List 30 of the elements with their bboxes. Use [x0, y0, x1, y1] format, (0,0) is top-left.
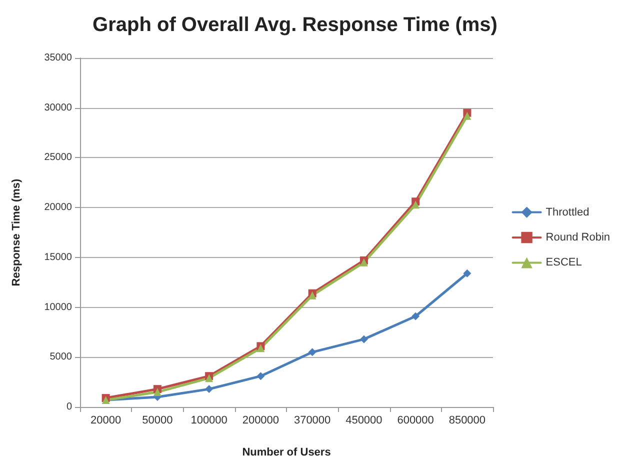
point: [463, 112, 472, 120]
legend-label: Throttled: [546, 206, 590, 218]
y-tick-label: 0: [66, 402, 72, 412]
y-tick-label: 10000: [44, 302, 72, 313]
point: [205, 385, 214, 394]
x-tick-label: 850000: [448, 414, 486, 426]
y-tick-label: 30000: [44, 102, 72, 114]
y-tick-label: 20000: [44, 202, 72, 214]
x-tick-label: 50000: [142, 414, 173, 426]
x-tick-label: 100000: [190, 414, 228, 426]
y-tick-label: 35000: [44, 52, 72, 64]
y-tick-label: 15000: [44, 252, 72, 263]
point: [360, 335, 368, 344]
chart-title: Graph of Overall Avg. Response Time (ms): [92, 14, 498, 36]
y-tick-label: 5000: [50, 352, 72, 363]
y-axis-title: Response Time (ms): [10, 178, 22, 286]
point: [256, 372, 265, 380]
x-tick-label: 600000: [397, 414, 434, 426]
x-axis-title: Number of Users: [242, 446, 331, 458]
point: [463, 269, 472, 278]
y-tick-label: 25000: [44, 152, 72, 164]
point: [153, 388, 162, 396]
x-tick-label: 200000: [242, 414, 280, 426]
legend-label: ESCEL: [546, 256, 582, 269]
legend-label: Round Robin: [546, 232, 610, 244]
x-tick-label: 20000: [90, 414, 122, 426]
point: [308, 348, 316, 356]
point: [412, 312, 420, 320]
x-tick-label: 450000: [346, 414, 382, 426]
x-tick-label: 370000: [294, 414, 331, 426]
